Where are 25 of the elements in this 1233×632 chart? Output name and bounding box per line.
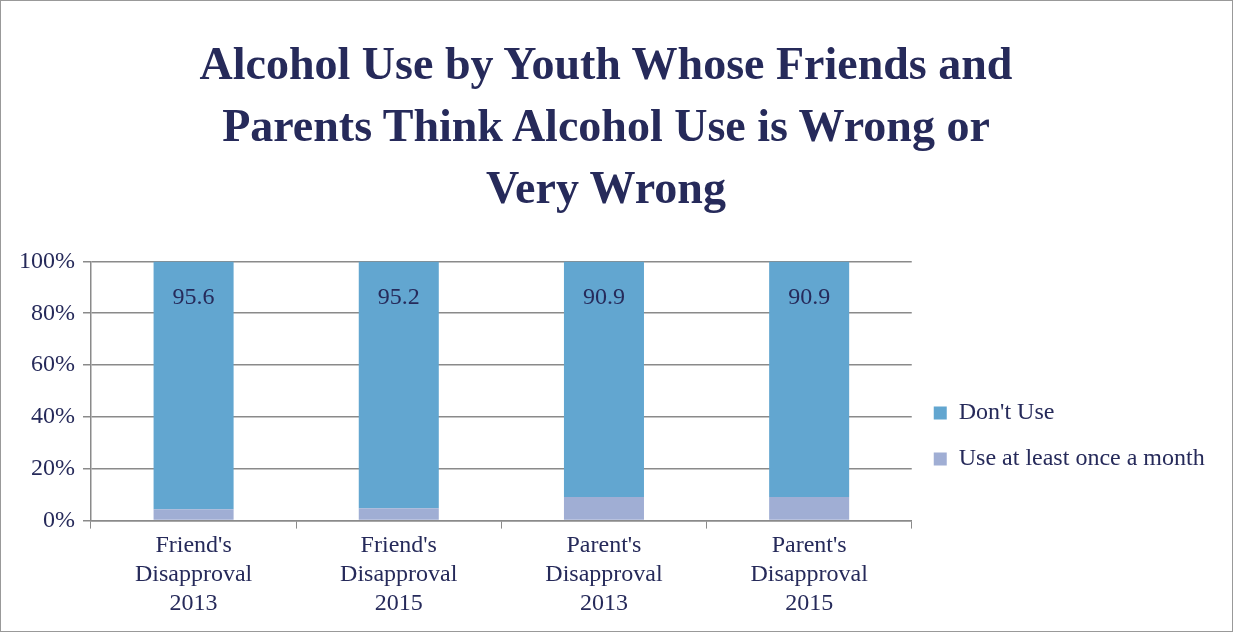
y-tick-label: 40%	[30, 402, 75, 429]
bar	[563, 261, 644, 498]
y-tick-label: 60%	[30, 350, 75, 377]
data-label: 95.6	[172, 282, 215, 309]
data-label: 95.2	[377, 282, 420, 309]
bar	[563, 497, 644, 520]
x-tick-label: Friend's Disapproval 2013	[134, 531, 253, 615]
bar	[769, 497, 850, 520]
y-tick-label: 20%	[30, 454, 75, 481]
y-tick-label: 80%	[30, 298, 75, 325]
bar	[358, 508, 439, 520]
x-tick-label: Parent's Disapproval 2013	[545, 531, 663, 615]
legend-label: Don't Use	[958, 398, 1055, 425]
bar	[769, 261, 850, 498]
y-tick-label: 100%	[18, 246, 75, 273]
y-tick-label: 0%	[42, 505, 75, 532]
x-tick-label: Parent's Disapproval 2015	[750, 531, 869, 615]
chart-title: Alcohol Use by Youth Whose Friends and Parents Think Alcohol Use is Wrong or Very Wrong	[198, 37, 1014, 215]
legend-label: Use at least once a month	[958, 444, 1205, 471]
bar	[153, 261, 234, 510]
bar	[153, 509, 234, 520]
data-label: 90.9	[582, 282, 625, 309]
x-tick-label: Friend's Disapproval 2015	[340, 531, 458, 615]
bar	[358, 261, 439, 509]
data-label: 90.9	[788, 282, 831, 309]
